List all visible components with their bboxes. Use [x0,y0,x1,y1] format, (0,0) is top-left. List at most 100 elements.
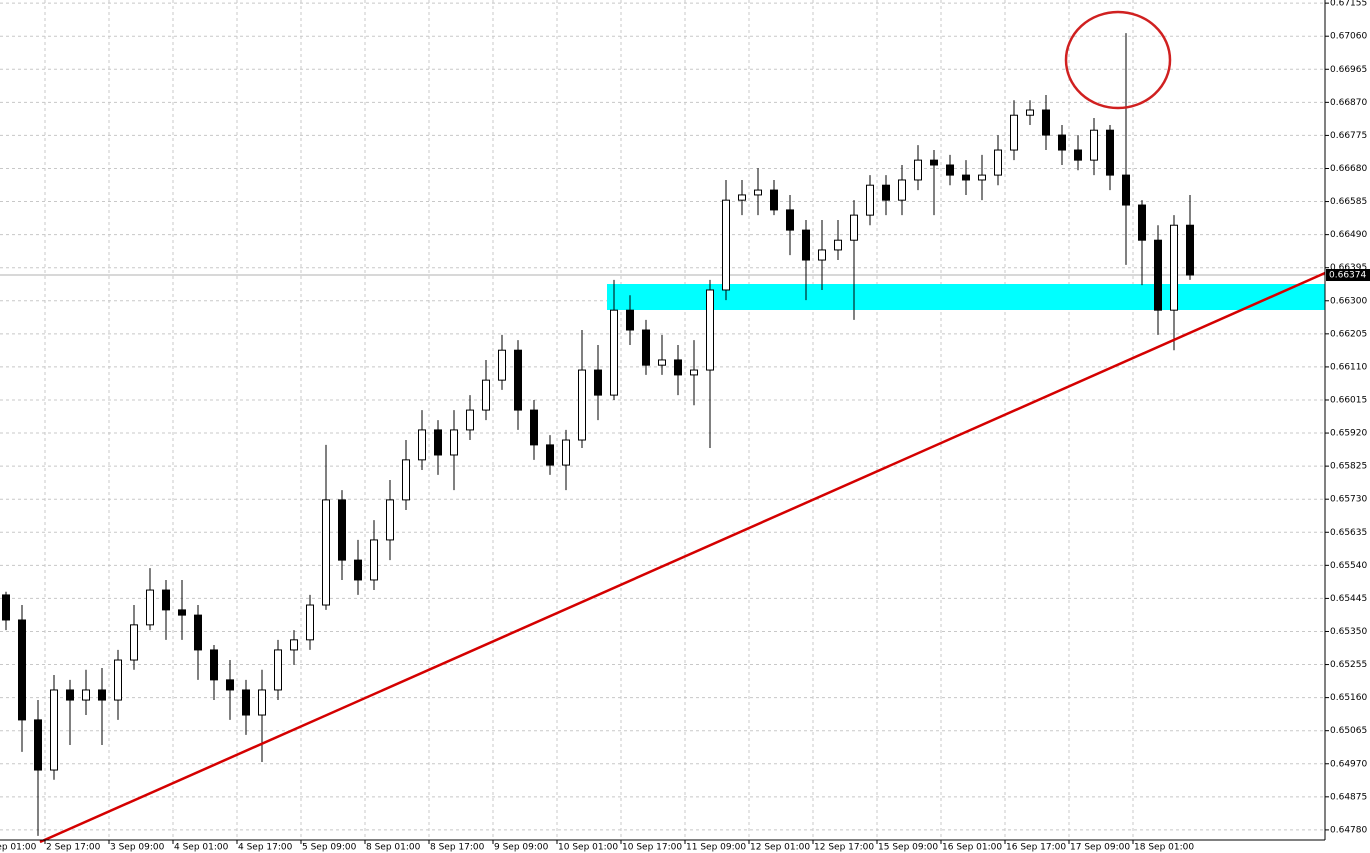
support-zone [607,284,1325,310]
y-tick-label: 0.66965 [1330,65,1367,75]
y-tick-label: 0.65065 [1330,726,1367,736]
candle-body [146,589,154,626]
candle-body [114,659,122,701]
x-tick-label: 15 Sep 09:00 [878,843,938,853]
y-tick-label: 0.65825 [1330,462,1367,472]
candle-body [626,309,634,331]
x-tick-label: 4 Sep 01:00 [174,843,229,853]
candle-body [962,174,970,181]
candle-body [930,159,938,166]
y-tick-label: 0.65255 [1330,660,1367,670]
candle-body [1186,224,1194,276]
candle-body [722,199,730,291]
candle-body [370,539,378,581]
y-tick-label: 0.66205 [1330,329,1367,339]
candle-body [2,594,10,621]
candle-body [562,439,570,466]
candle-body [226,679,234,691]
candle-body [770,189,778,211]
candle-body [898,179,906,201]
candle-body [466,409,474,431]
x-tick-label: 10 Sep 01:00 [558,843,618,853]
candle-body [258,689,266,716]
candle-body [306,604,314,641]
x-tick-label: 16 Sep 01:00 [942,843,1002,853]
candle-body [946,164,954,176]
y-tick-label: 0.65635 [1330,528,1367,538]
candle-body [1010,114,1018,151]
candle-body [1154,239,1162,311]
candle-body [786,209,794,231]
x-tick-label: 2 Sep 01:00 [0,843,37,853]
candle-body [690,369,698,376]
candle-body [498,349,506,381]
candle-body [578,369,586,441]
candle-body [274,649,282,691]
x-tick-label: 9 Sep 09:00 [494,843,549,853]
candle-body [178,609,186,616]
y-tick-label: 0.66775 [1330,131,1367,141]
candle-body [482,379,490,411]
candle-body [130,624,138,661]
x-tick-label: 5 Sep 09:00 [302,843,357,853]
candle-body [162,589,170,611]
candle-body [354,559,362,581]
y-tick-label: 0.65730 [1330,495,1367,505]
candle-body [1170,224,1178,311]
y-tick-label: 0.66300 [1330,296,1367,306]
y-tick-label: 0.66490 [1330,230,1367,240]
y-tick-label: 0.65540 [1330,561,1367,571]
x-tick-label: 10 Sep 17:00 [622,843,682,853]
candle-body [1042,109,1050,136]
candle-body [834,239,842,251]
candle-body [530,409,538,446]
y-tick-label: 0.66110 [1330,362,1367,372]
candle-body [194,614,202,651]
y-tick-label: 0.66395 [1330,263,1367,273]
x-tick-label: 12 Sep 01:00 [750,843,810,853]
x-tick-label: 3 Sep 09:00 [110,843,165,853]
y-tick-label: 0.65160 [1330,693,1367,703]
candle-body [66,689,74,701]
candle-body [98,689,106,701]
x-tick-label: 12 Sep 17:00 [814,843,874,853]
x-tick-label: 2 Sep 17:00 [46,843,101,853]
x-tick-label: 4 Sep 17:00 [238,843,293,853]
last-price-label: 0.66374 [1329,271,1366,281]
candle-body [1138,204,1146,241]
candle-body [818,249,826,261]
x-tick-label: 18 Sep 01:00 [1134,843,1194,853]
candle-body [514,349,522,411]
x-tick-label: 17 Sep 09:00 [1070,843,1130,853]
candle-body [450,429,458,456]
candle-body [850,214,858,241]
candle-body [674,359,682,376]
candle-body [1106,129,1114,176]
y-tick-label: 0.66585 [1330,197,1367,207]
candle-body [434,429,442,456]
y-tick-label: 0.66870 [1330,98,1367,108]
y-tick-label: 0.66680 [1330,164,1367,174]
candle-body [242,689,250,716]
y-tick-label: 0.64875 [1330,792,1367,802]
trend-line [39,271,1326,844]
y-tick-label: 0.64970 [1330,759,1367,769]
y-tick-label: 0.65350 [1330,627,1367,637]
candle-body [402,459,410,501]
candle-body [658,359,666,366]
candle-body [978,174,986,181]
candle-body [34,719,42,771]
y-tick-label: 0.65445 [1330,594,1367,604]
candle-body [386,499,394,541]
candle-body [754,189,762,196]
candle-body [546,444,554,466]
candle-body [82,689,90,701]
candle-body [610,309,618,396]
candle-body [994,149,1002,176]
x-tick-label: 11 Sep 09:00 [686,843,746,853]
y-tick-label: 0.67155 [1330,0,1367,9]
candle-body [1074,149,1082,161]
